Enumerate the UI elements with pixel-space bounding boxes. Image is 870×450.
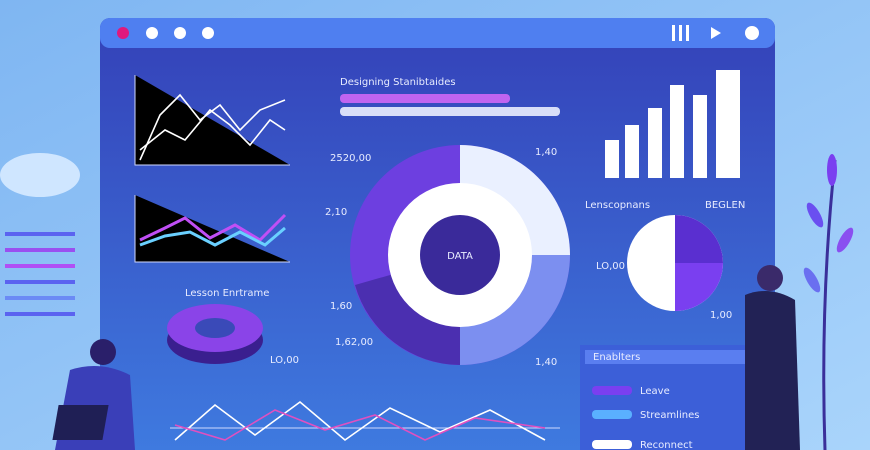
line-chart [134,75,290,166]
item-bar[interactable] [592,410,632,419]
panel-title: Enablters [593,352,640,363]
pie-label: BEGLEN [705,200,745,211]
dashboard-title: Designing Stanibtaides [340,77,456,88]
cloud [0,153,80,197]
pie-label: Lenscopnans [585,200,650,211]
title-bar [100,18,775,48]
donut-label: 1,62,00 [335,337,373,348]
panel-item[interactable]: Leave [640,386,670,397]
plant [803,154,854,450]
window-dot[interactable] [202,27,214,39]
side-bars [5,232,75,316]
panel-header [585,350,745,364]
area-chart [134,195,290,263]
window-dot[interactable] [117,27,129,39]
window-dot[interactable] [174,27,186,39]
progress-bar [340,107,560,116]
person-left [52,339,135,450]
small-donut-label: Lesson Enrtrame [185,288,269,299]
donut-label: 1,40 [535,357,557,368]
progress-bar [340,94,510,103]
panel-item[interactable]: Reconnect [640,440,693,450]
window-dot[interactable] [146,27,158,39]
item-bar[interactable] [592,386,632,395]
donut-label: 1,60 [330,301,352,312]
donut-label: 2,10 [325,207,347,218]
pie-label: LO,00 [596,261,625,272]
person-right [745,265,800,450]
small-donut [167,304,263,364]
panel-item[interactable]: Streamlines [640,410,699,421]
bottom-line-chart [170,400,560,442]
bar-chart [605,70,740,178]
donut-label: 2520,00 [330,153,371,164]
item-bar[interactable] [592,440,632,449]
small-donut-value: LO,00 [270,355,299,366]
pie-label: 1,00 [710,310,732,321]
donut-center-label: DATA [447,251,473,262]
donut-label: 1,40 [535,147,557,158]
pie-chart [627,215,723,311]
controls[interactable] [672,25,759,41]
donut-chart [350,145,570,365]
